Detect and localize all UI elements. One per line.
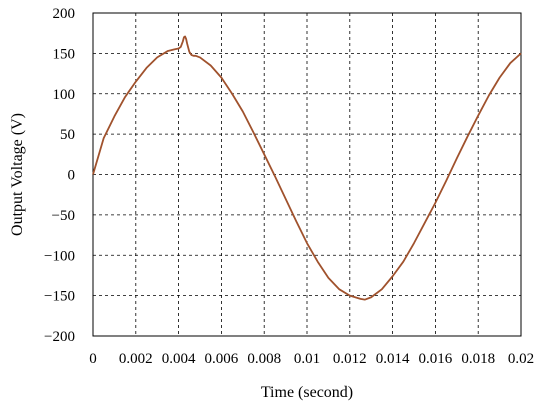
y-tick-label: 200 [53, 6, 76, 22]
y-tick-label: 0 [68, 168, 76, 184]
x-tick-label: 0.014 [376, 351, 410, 367]
y-tick-label: 150 [53, 46, 76, 62]
x-tick-label: 0.01 [294, 351, 320, 367]
x-tick-label: 0.008 [247, 351, 281, 367]
axis-ticks: 0 0.002 0.004 0.006 0.008 0.01 0.012 0.014 0.016… [44, 6, 534, 367]
x-tick-label: 0.018 [461, 351, 495, 367]
x-tick-label: 0.006 [205, 351, 239, 367]
y-tick-label: 100 [53, 87, 76, 103]
x-tick-label: 0.02 [508, 351, 534, 367]
x-tick-label: 0.012 [333, 351, 367, 367]
y-axis-title: Output Voltage (V) [9, 113, 26, 236]
y-tick-label: −100 [44, 248, 75, 264]
y-tick-label: 50 [60, 127, 75, 143]
y-tick-label: −150 [44, 289, 75, 305]
x-tick-label: 0.002 [119, 351, 153, 367]
series-line-0 [92, 35, 522, 301]
x-axis-title: Time (second) [261, 384, 353, 401]
series-layer [92, 35, 522, 301]
x-tick-label: 0.004 [162, 351, 196, 367]
y-tick-label: −200 [44, 329, 75, 345]
grid-lines [93, 13, 521, 336]
x-tick-label: 0.016 [419, 351, 453, 367]
x-tick-label: 0 [89, 351, 97, 367]
y-tick-label: −50 [52, 208, 75, 224]
